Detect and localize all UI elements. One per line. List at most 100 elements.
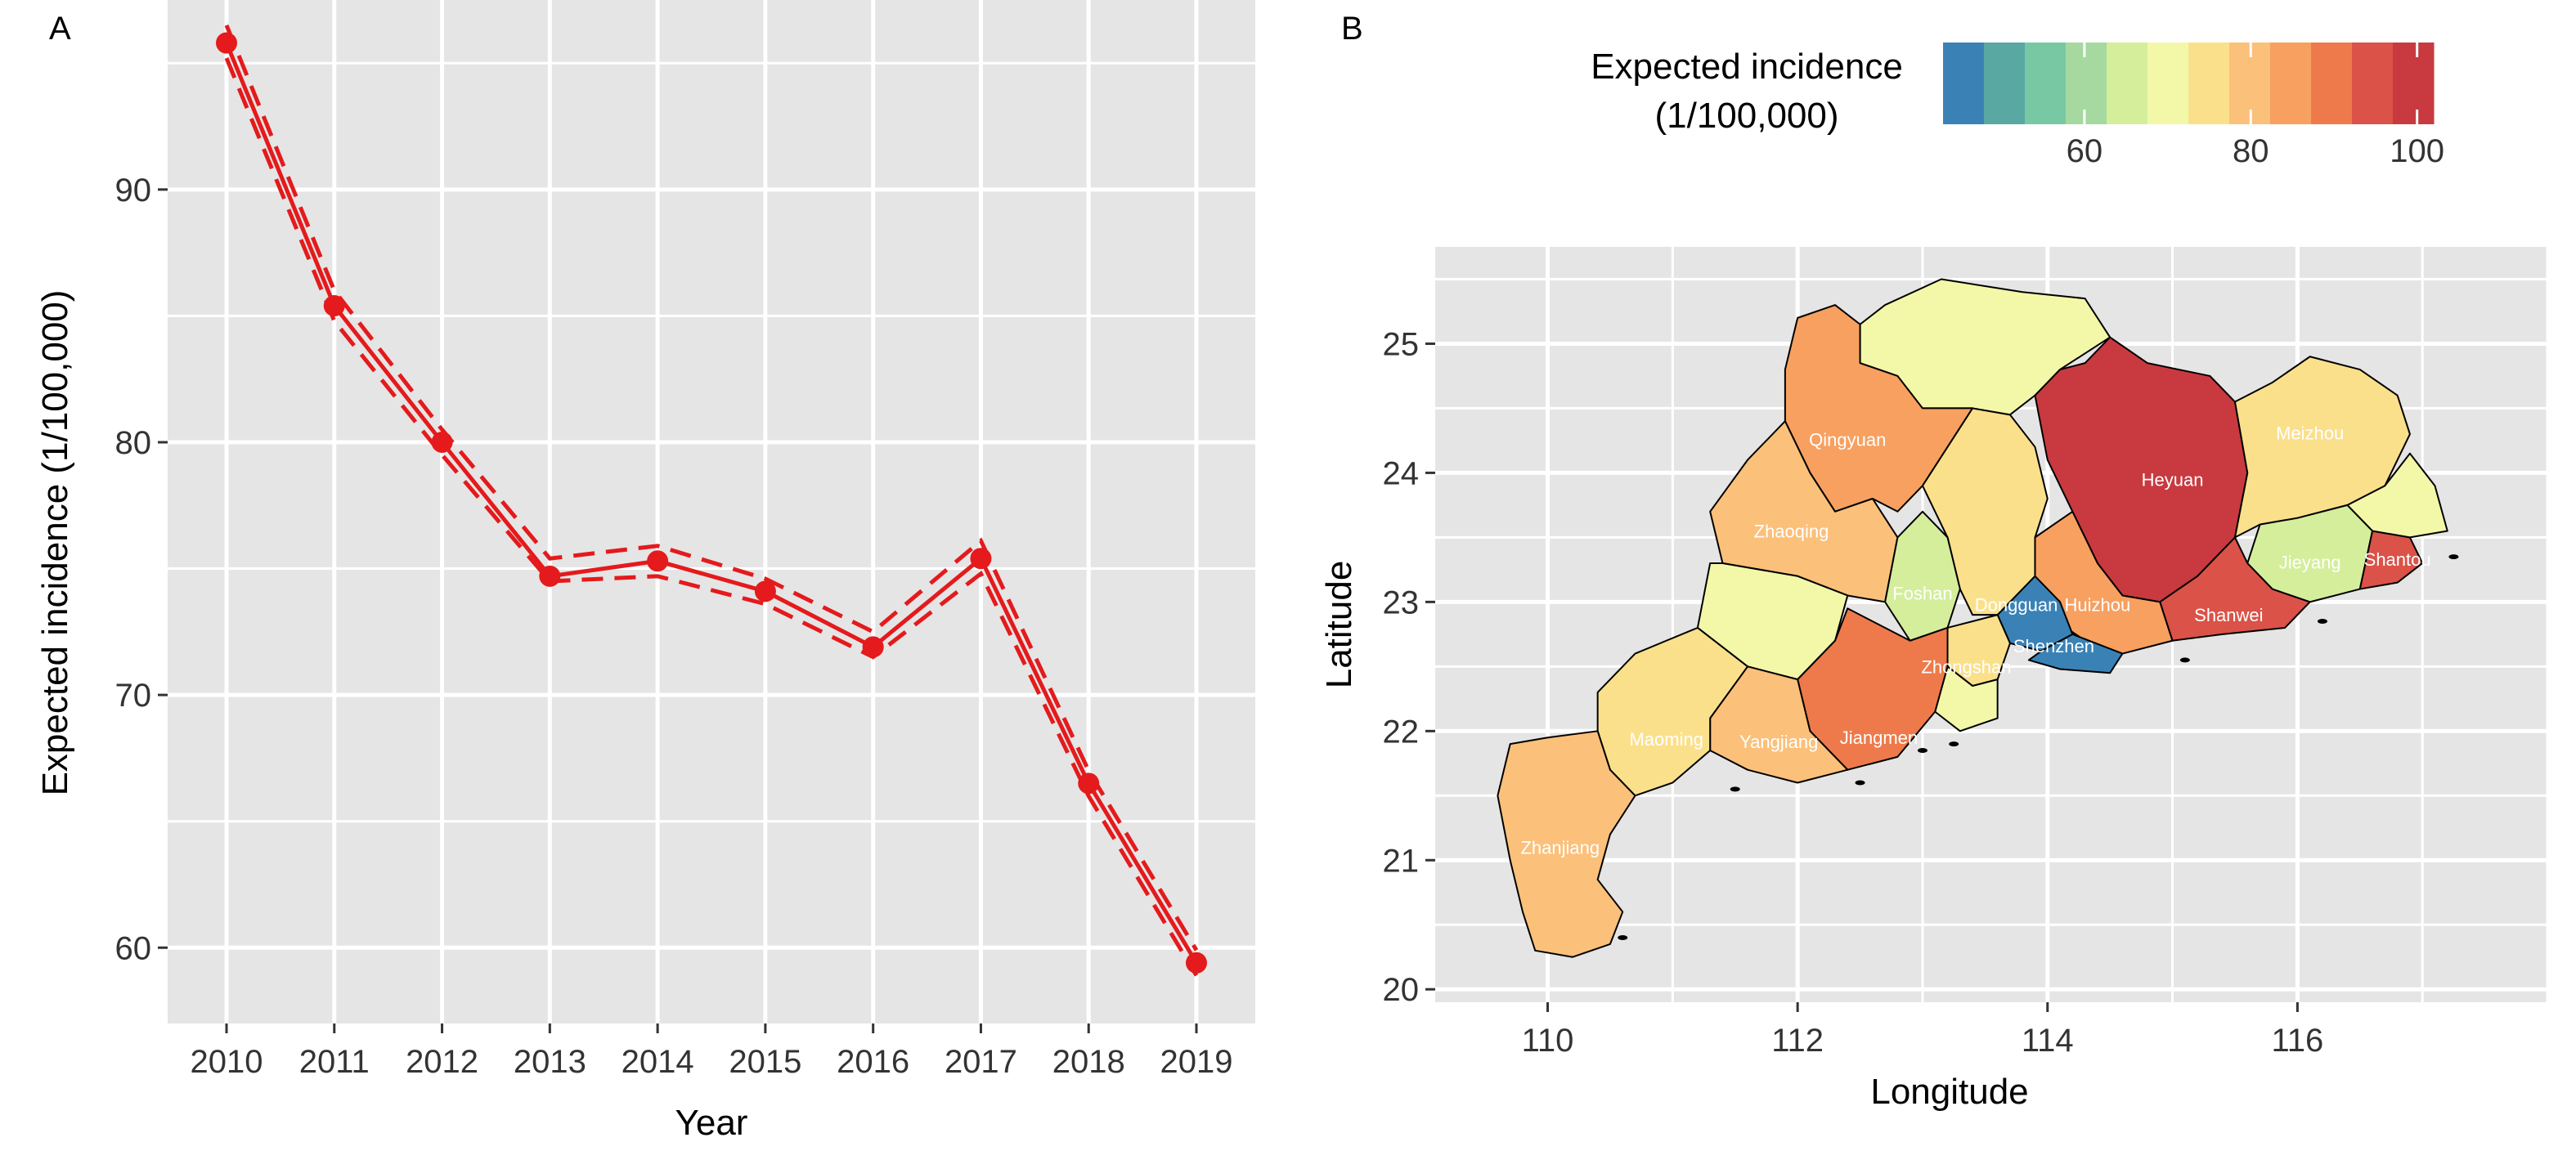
island-shape: [1949, 741, 1959, 747]
panel-a-tag: A: [49, 11, 71, 47]
colorbar-swatch: [1984, 43, 2026, 124]
data-point: [431, 431, 453, 453]
colorbar-swatch: [2270, 43, 2312, 124]
colorbar-tick-label: 100: [2390, 133, 2444, 169]
region-label-meizhou: Meizhou: [2276, 423, 2344, 443]
panel-b-regions: [1497, 278, 2459, 958]
colorbar-swatch: [2311, 43, 2353, 124]
y-tick-label: 24: [1383, 455, 1420, 491]
region-label-maoming: Maoming: [1629, 729, 1703, 750]
x-tick-label: 114: [2022, 1023, 2074, 1059]
region-label-shaoguan: Shaoguan: [1919, 375, 2001, 396]
region-label-heyuan: Heyuan: [2142, 469, 2204, 490]
region-label-zhaoqing: Zhaoqing: [1754, 521, 1829, 541]
region-label-dongguan: Dongguan: [1975, 595, 2058, 616]
data-point: [323, 295, 345, 317]
x-tick-label: 2019: [1160, 1044, 1233, 1080]
x-tick-label: 2012: [406, 1044, 478, 1080]
y-tick-label: 21: [1383, 843, 1420, 879]
x-tick-label: 110: [1522, 1023, 1574, 1059]
region-label-yunfu: Yunfu: [1725, 618, 1770, 638]
panel-a-x-axis-title: Year: [675, 1103, 748, 1143]
panel-b-map: Shaoguan Qingyuan Heyuan Meizhou Zhaoqing Gua…: [1319, 247, 2549, 1112]
region-yangjiang: [1709, 665, 1849, 784]
region-chaozhou: [2346, 452, 2448, 539]
data-point: [1186, 952, 1207, 974]
region-label-foshan: Foshan: [1892, 583, 1952, 603]
region-label-chaozhou: Chaozhou: [2350, 499, 2432, 520]
colorbar-tick-label: 60: [2067, 133, 2103, 169]
panel-a-x-axis: 2010 2011 2012 2013 2014 2015 2016 2017 2018 2019: [191, 1023, 1233, 1080]
panel-a-series: [216, 24, 1207, 977]
panel-a-y-axis-title: Expected incidence (1/100,000): [35, 290, 75, 796]
panel-b-tag: B: [1341, 11, 1363, 47]
x-tick-label: 2014: [622, 1044, 694, 1080]
panel-b-region-labels: Shaoguan Qingyuan Heyuan Meizhou Zhaoqing Gua…: [1520, 375, 2432, 858]
panel-b-y-axis-title: Latitude: [1319, 561, 1359, 689]
island-shape: [1618, 935, 1628, 941]
panel-a-background: [168, 0, 1255, 1023]
region-label-shanwei: Shanwei: [2194, 605, 2263, 625]
region-label-zhongshan: Zhongshan: [1921, 656, 2011, 677]
x-tick-label: 2017: [945, 1044, 1017, 1080]
colorbar-swatch: [2147, 43, 2189, 124]
region-label-shantou: Shantou: [2364, 549, 2431, 570]
x-tick-label: 2013: [514, 1044, 586, 1080]
x-tick-label: 2010: [191, 1044, 263, 1080]
y-tick-label: 60: [115, 930, 152, 966]
panel-b-y-axis: 20 21 22 23 24 25: [1383, 326, 1435, 1008]
region-label-yangjiang: Yangjiang: [1739, 732, 1818, 752]
colorbar-swatch: [2107, 43, 2148, 124]
island-shape: [2179, 657, 2190, 663]
y-tick-label: 22: [1383, 714, 1420, 750]
region-label-jiangmen: Jiangmen: [1840, 728, 1918, 748]
data-point: [970, 548, 992, 570]
legend-colorbar: [1943, 43, 2435, 124]
island-shape: [1855, 780, 1865, 786]
island-shape: [2317, 619, 2327, 625]
y-tick-label: 23: [1383, 584, 1420, 620]
colorbar-swatch: [2188, 43, 2230, 124]
colorbar-tick-label: 80: [2233, 133, 2269, 169]
region-foshan: [1884, 510, 1961, 642]
panel-a-gridlines: [168, 0, 1255, 1023]
data-point: [754, 580, 776, 602]
panel-b-x-axis: 110 112 114 116: [1522, 1002, 2323, 1059]
lower-bound-line: [224, 57, 1199, 977]
y-tick-label: 80: [115, 425, 152, 461]
colorbar-swatch: [2352, 43, 2394, 124]
colorbar-swatch: [2025, 43, 2067, 124]
region-label-qingyuan: Qingyuan: [1809, 429, 1886, 450]
colorbar-swatch: [1943, 43, 1985, 124]
panel-b-x-axis-title: Longitude: [1870, 1072, 2028, 1112]
data-point: [647, 550, 669, 572]
y-tick-label: 90: [115, 172, 152, 208]
colorbar-swatch: [2393, 43, 2435, 124]
data-point: [539, 565, 561, 587]
region-label-guangzhou: Guangzhou: [1914, 534, 2007, 554]
x-tick-label: 112: [1771, 1023, 1824, 1059]
legend-title-line2: (1/100,000): [1654, 96, 1838, 136]
y-tick-label: 20: [1383, 972, 1420, 1008]
data-point: [216, 32, 237, 54]
y-tick-label: 25: [1383, 326, 1420, 362]
colorbar-swatch: [2066, 43, 2107, 124]
region-zhanjiang: [1497, 730, 1636, 958]
data-point: [862, 636, 884, 658]
island-shape: [2448, 554, 2459, 560]
region-label-jieyang: Jieyang: [2279, 552, 2341, 572]
x-tick-label: 2011: [299, 1044, 370, 1080]
island-shape: [1730, 786, 1740, 792]
x-tick-label: 2018: [1052, 1044, 1125, 1080]
region-label-shenzhen: Shenzhen: [2013, 636, 2094, 656]
panel-a-y-axis: 60 70 80 90: [115, 172, 168, 966]
region-shenzhen: [2027, 633, 2124, 674]
x-tick-label: 2016: [837, 1044, 909, 1080]
region-label-zhanjiang: Zhanjiang: [1520, 837, 1600, 858]
legend-ticks: 60 80 100: [2067, 43, 2444, 169]
region-label-huizhou: Huizhou: [2065, 595, 2131, 616]
x-tick-label: 2015: [729, 1044, 801, 1080]
island-shape: [1917, 748, 1928, 753]
